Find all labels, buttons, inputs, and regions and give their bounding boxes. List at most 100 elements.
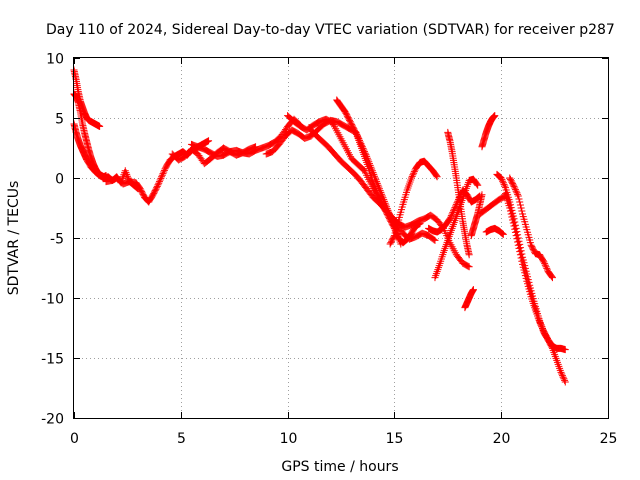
data-point	[385, 208, 393, 216]
data-point	[384, 206, 392, 214]
data-point	[365, 160, 373, 168]
data-point	[538, 324, 546, 332]
data-point	[536, 320, 544, 328]
data-point	[561, 346, 569, 354]
data-point	[388, 217, 396, 225]
data-point	[557, 368, 565, 376]
data-point	[447, 213, 455, 221]
data-point	[373, 178, 381, 186]
data-point	[539, 326, 547, 334]
data-point	[498, 229, 506, 237]
data-point	[561, 376, 569, 384]
data-point	[558, 372, 566, 380]
data-point	[500, 180, 508, 188]
data-point	[518, 257, 526, 265]
data-point	[355, 135, 363, 143]
data-point	[368, 167, 376, 175]
y-tick-label: -10	[41, 292, 64, 308]
x-tick-label: 25	[600, 431, 618, 447]
data-point	[153, 184, 161, 192]
data-point	[122, 169, 130, 177]
data-point	[447, 212, 455, 220]
data-point	[497, 174, 505, 182]
data-point	[205, 137, 213, 145]
data-point	[375, 183, 383, 191]
data-point	[373, 179, 381, 187]
data-point	[499, 179, 507, 187]
data-point	[375, 185, 383, 193]
data-point	[511, 225, 519, 233]
data-point	[512, 187, 520, 195]
data-point	[158, 171, 166, 179]
data-point	[509, 219, 517, 227]
data-point	[465, 251, 473, 259]
y-tick-label: 10	[46, 52, 64, 68]
data-point	[156, 176, 164, 184]
data-point	[465, 263, 473, 271]
data-point	[408, 172, 416, 180]
data-point	[511, 186, 519, 194]
data-point	[381, 199, 389, 207]
data-point	[518, 207, 526, 215]
data-point	[379, 194, 387, 202]
data-point	[464, 262, 472, 270]
data-point	[499, 230, 507, 238]
data-point	[514, 238, 522, 246]
data-point	[560, 375, 568, 383]
data-point	[543, 264, 551, 272]
data-point	[96, 122, 104, 130]
data-point	[377, 188, 385, 196]
data-point	[450, 205, 458, 213]
data-point	[509, 181, 517, 189]
data-point	[361, 149, 369, 157]
data-point	[430, 236, 438, 244]
data-point	[548, 343, 556, 351]
data-point	[431, 236, 439, 244]
data-point	[491, 112, 499, 120]
data-point	[473, 180, 481, 188]
data-point	[510, 222, 518, 230]
data-point	[474, 181, 482, 189]
data-point	[499, 177, 507, 185]
chart-title: Day 110 of 2024, Sidereal Day-to-day VTE…	[46, 22, 615, 38]
data-point	[507, 210, 515, 218]
data-point	[354, 133, 362, 141]
data-point	[410, 168, 418, 176]
series-track-f	[187, 140, 260, 160]
data-point	[370, 181, 378, 189]
data-point	[372, 176, 380, 184]
data-point	[432, 172, 440, 180]
data-point	[356, 136, 364, 144]
data-point	[155, 179, 163, 187]
y-tick-label: -20	[41, 412, 64, 428]
data-point	[548, 274, 556, 282]
x-tick-label: 0	[70, 431, 79, 447]
data-point	[541, 261, 549, 269]
data-point	[356, 138, 364, 146]
data-point	[541, 260, 549, 268]
data-point	[360, 148, 368, 156]
data-point	[537, 321, 545, 329]
x-tick-label: 5	[177, 431, 186, 447]
data-point	[512, 232, 520, 240]
data-point	[407, 174, 415, 182]
data-point	[358, 141, 366, 149]
data-point	[368, 165, 376, 173]
x-tick-label: 10	[280, 431, 298, 447]
data-point	[382, 201, 390, 209]
data-point	[516, 248, 524, 256]
data-point	[153, 182, 161, 190]
data-point	[451, 204, 459, 212]
axis-ticks: 0 5 10 15 20 25 10 5 0 -5 -10 -15 -20	[41, 52, 617, 448]
data-point	[154, 181, 162, 189]
data-point	[159, 170, 167, 178]
data-point	[517, 254, 525, 262]
data-point	[513, 189, 521, 197]
data-point	[511, 184, 519, 192]
y-tick-label: -5	[50, 232, 64, 248]
data-point	[540, 258, 548, 266]
data-point	[123, 172, 131, 180]
data-point	[559, 373, 567, 381]
plot-frame	[73, 57, 609, 419]
series-track-v	[506, 174, 556, 282]
